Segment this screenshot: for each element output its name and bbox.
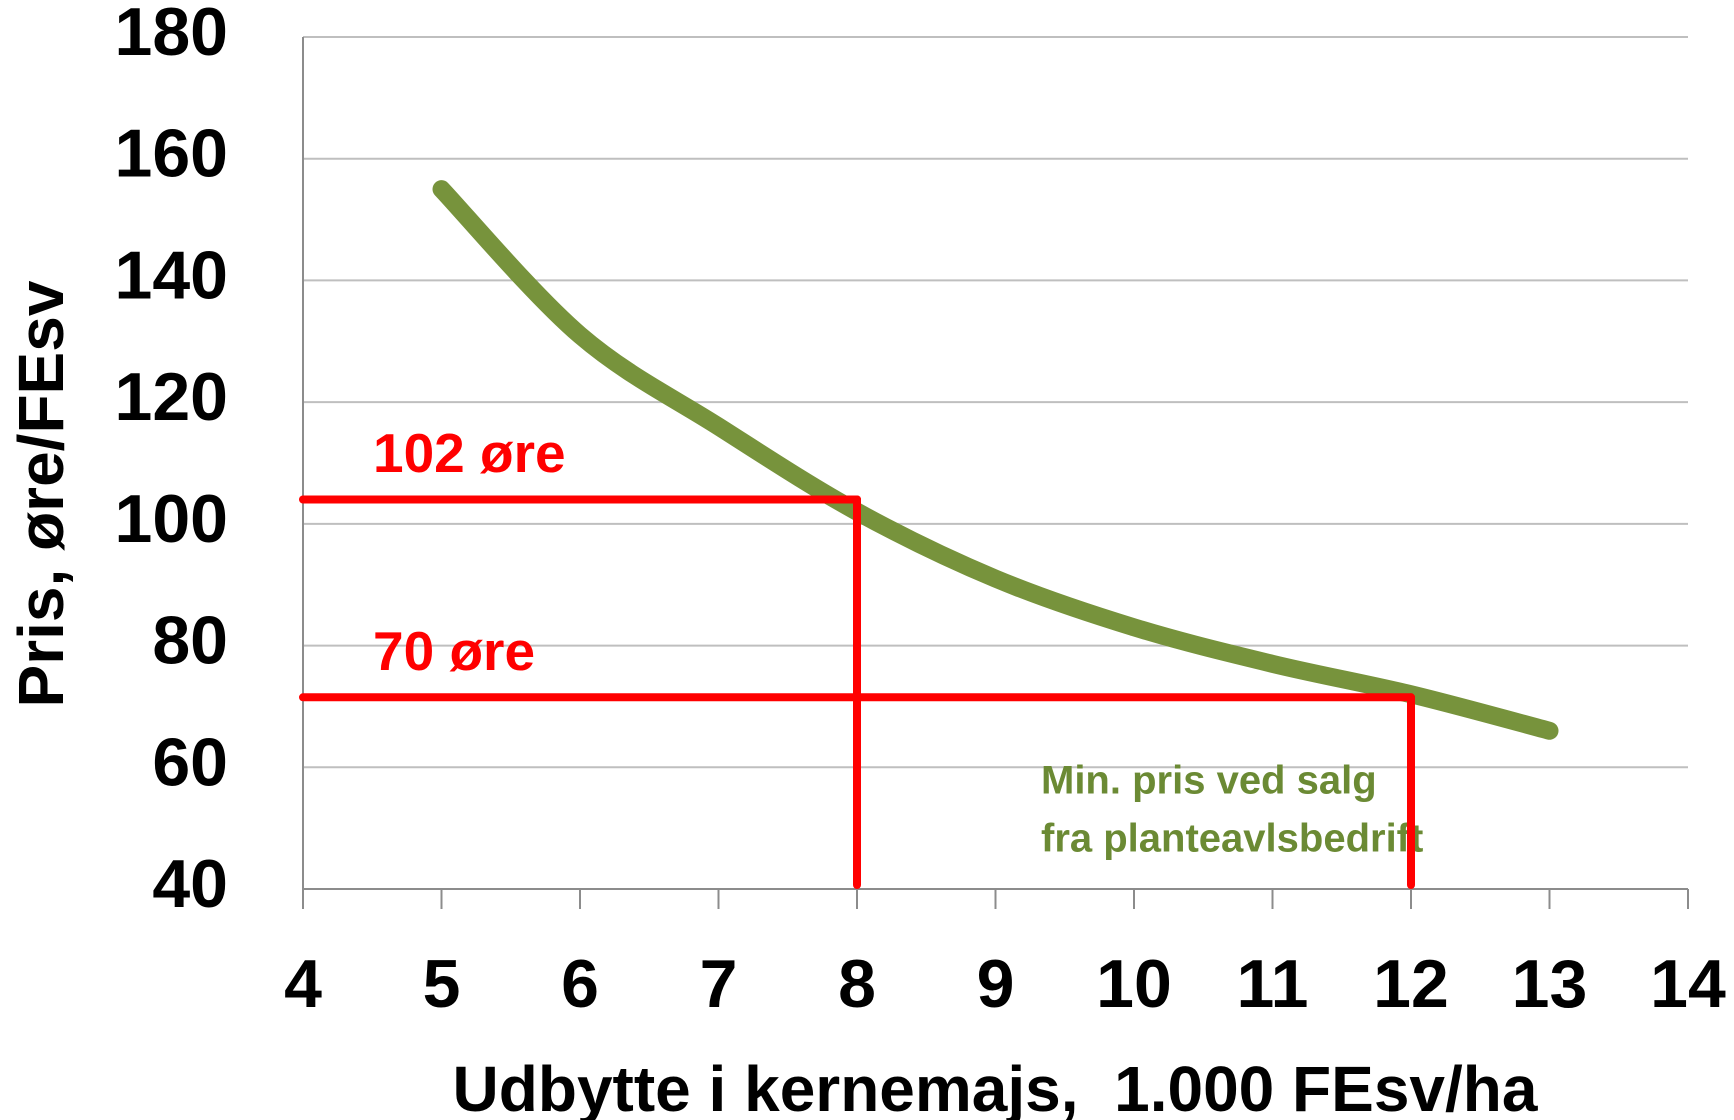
guide-label: 70 øre xyxy=(373,620,535,682)
x-tick-label: 8 xyxy=(838,946,876,1022)
x-tick-label: 12 xyxy=(1373,946,1449,1022)
x-tick-label: 9 xyxy=(977,946,1015,1022)
y-tick-label: 40 xyxy=(152,846,228,922)
x-tick-label: 4 xyxy=(284,946,322,1022)
x-tick-label: 11 xyxy=(1237,946,1309,1022)
annotation: Min. pris ved salg xyxy=(1041,759,1377,803)
y-tick-label: 120 xyxy=(115,359,228,435)
x-axis-title: Udbytte i kernemajs, 1.000 FEsv/ha xyxy=(453,1053,1538,1120)
y-tick-label: 60 xyxy=(152,724,228,800)
annotation: fra planteavlsbedrift xyxy=(1041,817,1423,861)
y-tick-label: 160 xyxy=(115,116,228,192)
y-axis-title: Pris, øre/FEsv xyxy=(5,280,77,707)
x-tick-label: 10 xyxy=(1096,946,1172,1022)
y-tick-label: 80 xyxy=(152,603,228,679)
x-tick-label: 6 xyxy=(561,946,599,1022)
y-tick-label: 180 xyxy=(115,0,228,70)
x-tick-label: 14 xyxy=(1650,946,1726,1022)
curve xyxy=(432,180,1559,740)
x-tick-label: 13 xyxy=(1512,946,1588,1022)
guide-label: 102 øre xyxy=(373,422,566,484)
y-tick-label: 140 xyxy=(115,237,228,313)
y-tick-label: 100 xyxy=(115,481,228,557)
x-tick-label: 5 xyxy=(423,946,461,1022)
x-tick-label: 7 xyxy=(700,946,738,1022)
